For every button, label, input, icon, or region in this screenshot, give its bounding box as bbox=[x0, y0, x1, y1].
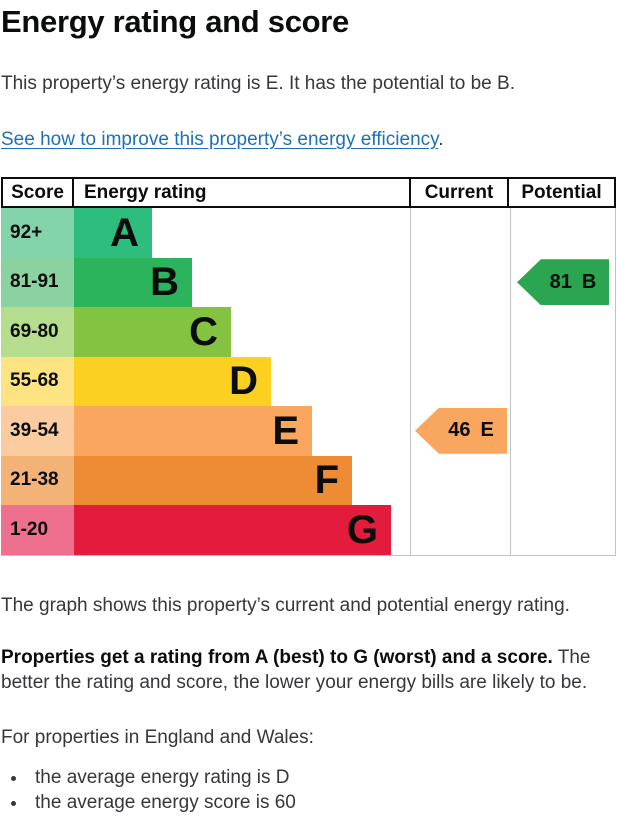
region-averages-list: the average energy rating is D the avera… bbox=[1, 765, 618, 815]
column-divider-current bbox=[409, 208, 411, 555]
current-band-letter: E bbox=[480, 419, 494, 442]
epc-band-row-d: 55-68 D bbox=[1, 356, 616, 406]
region-note-text: For properties in England and Wales: bbox=[1, 726, 314, 748]
score-range-label-b: 81-91 bbox=[1, 257, 74, 307]
band-bar-f: F bbox=[74, 455, 352, 505]
rating-explanation-rest: The better the rating and score, the low… bbox=[1, 646, 591, 693]
rating-summary-text: This property’s energy rating is E. It h… bbox=[1, 73, 515, 94]
band-bar-a: A bbox=[74, 208, 152, 258]
list-item-average-rating: the average energy rating is D bbox=[28, 765, 618, 790]
epc-band-row-a: 92+ A bbox=[1, 208, 616, 258]
score-range-label-e: 39-54 bbox=[1, 406, 74, 456]
score-range-label-a: 92+ bbox=[1, 208, 74, 258]
improve-efficiency-link[interactable]: See how to improve this property’s energ… bbox=[1, 129, 439, 150]
table-right-border bbox=[614, 208, 616, 555]
epc-rows: 92+ A 81-91 B 69-80 C 55-68 D 39-54 E 21-38 F 1-20 G … bbox=[1, 208, 616, 556]
epc-band-row-b: 81-91 B bbox=[1, 257, 616, 307]
epc-band-row-c: 69-80 C bbox=[1, 307, 616, 357]
link-suffix-period: . bbox=[438, 129, 444, 150]
rating-explanation-paragraph: Properties get a rating from A (best) to… bbox=[1, 645, 618, 695]
current-score-value: 46 bbox=[448, 419, 471, 442]
band-bar-c: C bbox=[74, 307, 231, 357]
column-header-current: Current bbox=[411, 179, 509, 206]
band-bar-e: E bbox=[74, 406, 312, 456]
page-title: Energy rating and score bbox=[1, 4, 349, 39]
epc-chart-header: Score Energy rating Current Potential bbox=[1, 177, 616, 208]
score-range-label-c: 69-80 bbox=[1, 307, 74, 357]
band-bar-g: G bbox=[74, 505, 391, 555]
score-range-label-d: 55-68 bbox=[1, 356, 74, 406]
column-divider-potential bbox=[509, 208, 511, 555]
graph-caption-text: The graph shows this property’s current … bbox=[1, 594, 570, 616]
epc-band-row-g: 1-20 G bbox=[1, 505, 616, 555]
list-item-average-score: the average energy score is 60 bbox=[28, 790, 618, 815]
column-header-score: Score bbox=[3, 179, 74, 206]
score-range-label-g: 1-20 bbox=[1, 505, 74, 555]
band-bar-d: D bbox=[74, 356, 271, 406]
column-header-energy-rating: Energy rating bbox=[74, 179, 411, 206]
improvement-link-paragraph: See how to improve this property’s energ… bbox=[1, 127, 618, 152]
epc-band-row-e: 39-54 E bbox=[1, 406, 616, 456]
band-bar-b: B bbox=[74, 257, 192, 307]
epc-chart: Score Energy rating Current Potential 92… bbox=[1, 177, 616, 556]
score-range-label-f: 21-38 bbox=[1, 455, 74, 505]
column-header-potential: Potential bbox=[521, 181, 602, 203]
potential-score-value: 81 bbox=[549, 270, 572, 293]
potential-band-letter: B bbox=[581, 270, 597, 293]
epc-band-row-f: 21-38 F bbox=[1, 455, 616, 505]
rating-explanation-bold: Properties get a rating from A (best) to… bbox=[1, 646, 553, 668]
